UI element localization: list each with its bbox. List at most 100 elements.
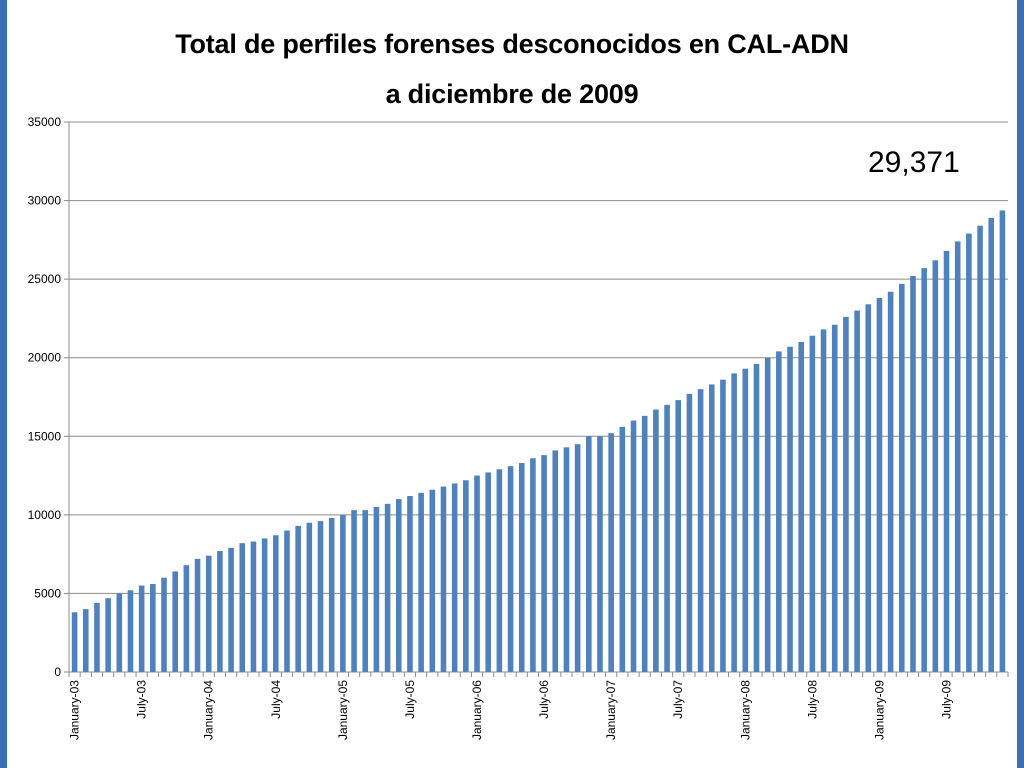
x-tick-label: January-08 <box>738 680 752 740</box>
chart-title-line-2: a diciembre de 2009 <box>385 79 639 109</box>
bar <box>798 342 804 672</box>
bar <box>150 584 156 672</box>
bar <box>776 351 782 672</box>
bar <box>731 373 737 672</box>
y-tick-label: 15000 <box>28 429 62 443</box>
bar <box>865 304 872 672</box>
x-tick-label: January-05 <box>336 680 350 740</box>
bar <box>250 541 257 672</box>
bar <box>999 210 1006 672</box>
bar <box>205 555 212 672</box>
bar <box>753 364 760 672</box>
bar <box>485 472 491 672</box>
bar <box>161 577 167 672</box>
bar <box>820 329 827 672</box>
bar <box>407 496 413 672</box>
x-tick-label: July-05 <box>403 680 417 719</box>
bar <box>831 324 838 672</box>
bar <box>910 276 916 672</box>
y-tick-label: 0 <box>54 665 61 679</box>
bar <box>932 260 939 672</box>
bar <box>362 510 369 672</box>
y-tick-label: 30000 <box>28 194 62 208</box>
y-tick-label: 10000 <box>28 508 62 522</box>
total-annotation: 29,371 <box>868 146 960 179</box>
chart-title-line-1: Total de perfiles forenses desconocidos … <box>175 29 849 59</box>
bar <box>854 310 860 672</box>
bar <box>921 268 927 672</box>
bar <box>496 469 503 672</box>
bar <box>384 503 391 672</box>
y-tick-label: 20000 <box>28 351 62 365</box>
bar <box>340 514 346 672</box>
bar <box>217 551 223 672</box>
bar <box>295 525 301 672</box>
bar <box>228 547 234 672</box>
bar <box>653 409 659 672</box>
x-tick-label: July-07 <box>671 680 685 719</box>
bar <box>183 565 190 672</box>
bar <box>787 346 793 672</box>
bar <box>541 455 547 672</box>
bar <box>809 335 816 672</box>
bar <box>317 521 324 672</box>
bar <box>71 612 78 672</box>
bar <box>876 298 883 672</box>
bar <box>518 463 525 672</box>
bar <box>686 393 693 672</box>
bar <box>530 458 536 672</box>
y-tick-label: 5000 <box>34 586 61 600</box>
bar <box>306 522 313 672</box>
bar <box>608 433 614 672</box>
bar <box>586 436 592 672</box>
bar <box>194 558 201 672</box>
bar <box>328 518 335 672</box>
bar <box>641 415 648 672</box>
bar <box>720 379 726 672</box>
bar <box>440 486 447 672</box>
x-tick-label: January-07 <box>604 680 618 740</box>
bar <box>943 250 950 672</box>
x-tick-label: January-09 <box>872 680 886 740</box>
bar <box>843 316 849 672</box>
bar <box>395 499 402 672</box>
bar <box>284 530 290 672</box>
x-tick-label: January-06 <box>470 680 484 740</box>
bar <box>887 291 894 672</box>
bar <box>977 225 983 672</box>
bar <box>966 233 972 673</box>
bar <box>94 602 100 672</box>
bar <box>507 466 514 672</box>
bar <box>742 368 749 672</box>
bar <box>954 241 961 672</box>
bar <box>138 585 145 672</box>
y-tick-label: 35000 <box>28 115 62 129</box>
x-tick-label: January-03 <box>68 680 82 740</box>
bar <box>474 475 480 672</box>
bar <box>429 489 436 672</box>
slide-left-edge <box>0 0 7 768</box>
x-tick-label: January-04 <box>202 680 216 740</box>
bar <box>273 535 279 672</box>
bar <box>764 357 771 672</box>
x-tick-label: July-03 <box>135 680 149 719</box>
bar <box>675 400 682 672</box>
bar <box>239 543 246 672</box>
bar <box>664 404 670 672</box>
bar <box>261 538 268 672</box>
x-tick-label: July-08 <box>805 680 819 719</box>
y-tick-label: 25000 <box>28 272 62 286</box>
bar <box>116 593 123 672</box>
x-tick-label: July-04 <box>269 680 283 719</box>
bar <box>172 571 178 672</box>
bar <box>127 590 134 672</box>
bar <box>82 609 89 672</box>
bar <box>463 480 469 672</box>
bar <box>105 598 111 672</box>
bar <box>988 217 995 672</box>
bar <box>373 507 380 672</box>
bar <box>619 426 626 672</box>
slide-right-edge <box>1017 0 1024 768</box>
